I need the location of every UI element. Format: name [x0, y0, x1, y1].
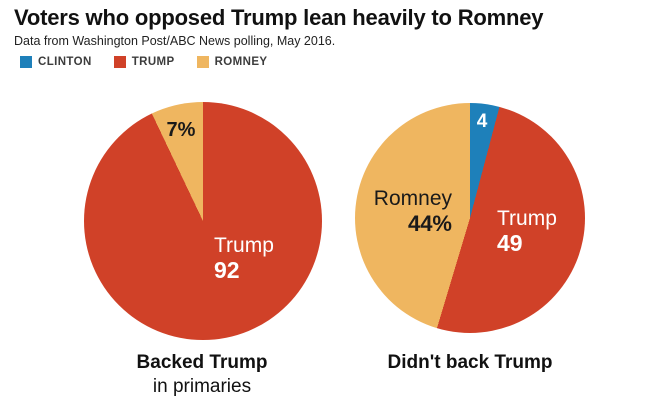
romney-swatch-icon: [196, 56, 209, 68]
right-pie-trump-name: Trump: [497, 207, 557, 230]
left-pie-caption-subtitle: in primaries: [152, 376, 252, 397]
right-pie-caption-title: Didn't back Trump: [387, 352, 553, 373]
right-pie-trump-value: 49: [497, 230, 523, 256]
left-pie-trump-value: 92: [214, 257, 240, 283]
right-pie-romney-label: Romney 44%: [366, 186, 452, 236]
legend-label-trump: TRUMP: [131, 56, 175, 68]
left-pie-caption-title: Backed Trump: [136, 352, 268, 373]
left-pie-caption: Backed Trump in primaries: [92, 351, 312, 399]
pie-didnt-back-trump: [355, 103, 585, 333]
pie-backed-trump: [84, 102, 322, 340]
legend-item-trump: TRUMP: [113, 56, 175, 68]
right-pie-trump-label: Trump 49: [497, 206, 557, 256]
legend-item-romney: ROMNEY: [196, 56, 268, 68]
clinton-swatch-icon: [20, 56, 32, 68]
left-pie-trump-label: Trump 92: [214, 233, 274, 283]
legend: CLINTON TRUMP ROMNEY: [20, 56, 267, 68]
left-pie-romney-value-label: 7%: [166, 119, 196, 141]
right-pie-clinton-value-label: 4: [476, 111, 488, 132]
chart-subtitle: Data from Washington Post/ABC News polli…: [14, 34, 336, 48]
legend-label-clinton: CLINTON: [38, 56, 92, 68]
trump-swatch-icon: [113, 56, 126, 68]
chart-title: Voters who opposed Trump lean heavily to…: [14, 5, 544, 30]
legend-item-clinton: CLINTON: [20, 56, 92, 68]
right-pie-caption: Didn't back Trump: [360, 351, 580, 375]
right-pie-romney-name: Romney: [373, 187, 452, 210]
left-pie-trump-name: Trump: [214, 234, 274, 257]
right-pie-romney-value: 44%: [407, 211, 452, 236]
legend-label-romney: ROMNEY: [214, 56, 268, 68]
